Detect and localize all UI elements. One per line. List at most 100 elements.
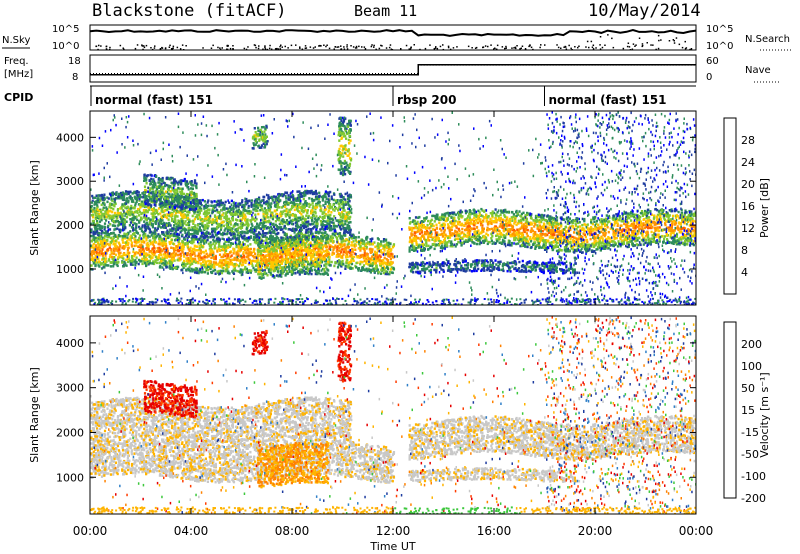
nave-series bbox=[90, 64, 696, 74]
scatter-cell bbox=[345, 255, 348, 258]
scatter-cell bbox=[216, 202, 219, 206]
scatter-cell bbox=[240, 263, 243, 266]
scatter-cell bbox=[347, 224, 350, 228]
scatter-cell bbox=[112, 224, 115, 227]
nsearch-point bbox=[590, 40, 593, 43]
scatter-cell bbox=[353, 245, 356, 248]
scatter-cell bbox=[97, 241, 100, 245]
scatter-cell bbox=[277, 226, 280, 229]
scatter-cell bbox=[200, 271, 203, 274]
scatter-cell bbox=[130, 243, 133, 246]
nsearch-point bbox=[290, 44, 293, 47]
scatter-cell bbox=[109, 265, 112, 268]
scatter-cell bbox=[129, 263, 133, 266]
scatter-cell bbox=[193, 238, 196, 241]
scatter-cell bbox=[133, 260, 136, 263]
scatter-cell bbox=[94, 262, 97, 265]
scatter-cell bbox=[98, 245, 101, 248]
scatter-cell bbox=[344, 192, 347, 196]
scatter-cell bbox=[238, 202, 242, 205]
scatter-cell bbox=[314, 204, 318, 207]
scatter-cell bbox=[297, 263, 300, 266]
nsearch-point bbox=[358, 45, 360, 48]
scatter-cell bbox=[92, 219, 95, 223]
scatter-cell bbox=[209, 262, 212, 266]
scatter-cell bbox=[122, 265, 125, 268]
scatter-cell bbox=[176, 258, 179, 262]
scatter-cell bbox=[365, 257, 368, 260]
scatter-cell bbox=[142, 231, 146, 234]
scatter-cell bbox=[129, 235, 132, 238]
scatter-cell bbox=[167, 233, 170, 237]
scatter-cell bbox=[359, 262, 362, 266]
scatter-cell bbox=[99, 246, 102, 250]
nsearch-point bbox=[226, 48, 228, 50]
nsearch-point bbox=[586, 40, 589, 43]
scatter-cell bbox=[90, 246, 94, 249]
scatter-cell bbox=[172, 256, 175, 259]
scatter-cell bbox=[239, 214, 242, 218]
nsearch-point bbox=[490, 44, 492, 46]
nsky-strip: N.Sky 10^5 10^0 10^5 10^0 N.Search bbox=[2, 24, 792, 52]
scatter-cell bbox=[360, 247, 363, 250]
scatter-cell bbox=[346, 258, 349, 262]
scatter-cell bbox=[305, 249, 308, 253]
scatter-cell bbox=[162, 258, 165, 262]
scatter-cell bbox=[311, 207, 314, 210]
scatter-cell bbox=[341, 238, 344, 241]
scatter-cell bbox=[345, 261, 348, 265]
scatter-cell bbox=[152, 261, 155, 264]
scatter-cell bbox=[123, 234, 126, 238]
scatter-cell bbox=[96, 230, 99, 233]
nsearch-point bbox=[257, 47, 260, 50]
scatter-cell bbox=[294, 247, 297, 250]
scatter-cell bbox=[237, 259, 241, 262]
scatter-cell bbox=[150, 257, 153, 260]
scatter-cell bbox=[275, 200, 278, 204]
scatter-cell bbox=[130, 241, 133, 244]
scatter-cell bbox=[243, 209, 246, 212]
scatter-cell bbox=[336, 246, 339, 249]
nsearch-point bbox=[243, 47, 246, 50]
scatter-cell bbox=[104, 259, 107, 262]
scatter-cell bbox=[163, 223, 166, 226]
scatter-cell bbox=[249, 243, 252, 246]
scatter-cell bbox=[200, 258, 203, 261]
scatter-cell bbox=[255, 260, 258, 263]
scatter-cell bbox=[190, 259, 193, 263]
nsearch-point bbox=[557, 46, 560, 49]
scatter-cell bbox=[142, 236, 145, 239]
scatter-cell bbox=[308, 197, 311, 200]
scatter-cell bbox=[142, 209, 145, 212]
scatter-cell bbox=[123, 253, 126, 257]
scatter-cell bbox=[319, 256, 322, 260]
scatter-cell bbox=[159, 257, 162, 260]
scatter-cell bbox=[148, 221, 151, 224]
scatter-cell bbox=[318, 231, 321, 234]
scatter-cell bbox=[387, 263, 390, 266]
scatter-cell bbox=[275, 248, 278, 251]
scatter-cell bbox=[277, 194, 280, 198]
scatter-cell bbox=[368, 268, 371, 272]
nsearch-point bbox=[212, 44, 214, 47]
scatter-cell bbox=[150, 251, 153, 255]
nsearch-point bbox=[521, 45, 524, 47]
scatter-cell bbox=[239, 262, 242, 265]
scatter-cell bbox=[289, 259, 293, 262]
scatter-cell bbox=[316, 260, 319, 264]
scatter-cell bbox=[208, 232, 212, 236]
scatter-cell bbox=[388, 270, 391, 274]
scatter-cell bbox=[370, 258, 374, 261]
scatter-cell bbox=[146, 236, 149, 239]
scatter-cell bbox=[336, 237, 339, 240]
scatter-cell bbox=[332, 203, 335, 206]
scatter-cell bbox=[309, 203, 312, 207]
scatter-cell bbox=[123, 260, 126, 264]
nsky-label: N.Sky bbox=[2, 35, 30, 46]
scatter-cell bbox=[287, 214, 290, 217]
scatter-cell bbox=[277, 231, 280, 235]
scatter-cell bbox=[120, 213, 124, 216]
scatter-cell bbox=[353, 252, 356, 255]
scatter-cell bbox=[227, 207, 230, 211]
scatter-cell bbox=[203, 210, 207, 213]
